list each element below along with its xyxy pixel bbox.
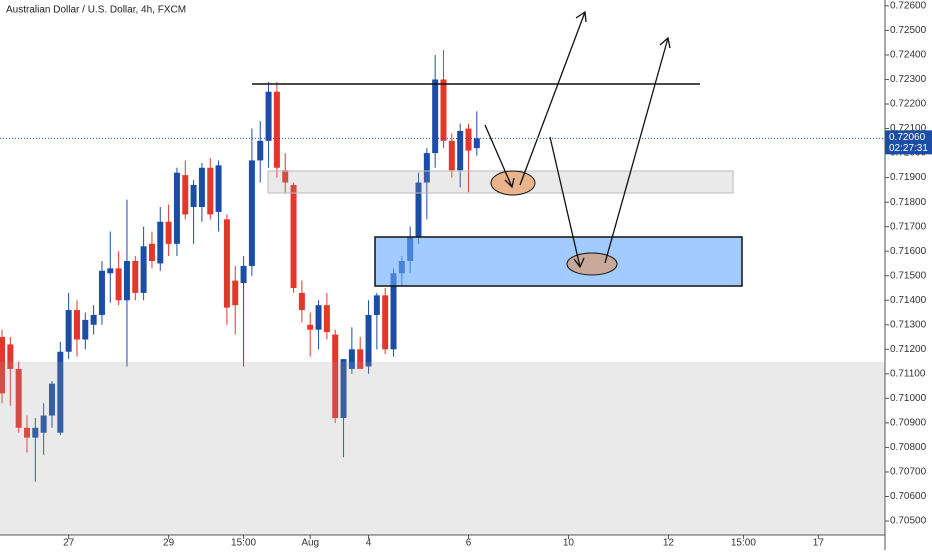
- candle-body: [157, 221, 164, 264]
- x-tick-label: 10: [563, 538, 575, 549]
- y-tick-label: 0.71600: [890, 246, 927, 257]
- candle-body: [248, 160, 255, 266]
- candle-body: [73, 310, 80, 340]
- candle-body: [357, 349, 364, 369]
- candle-body: [132, 260, 139, 293]
- candle-body: [107, 268, 114, 274]
- candle-body: [273, 91, 280, 168]
- candle-body: [98, 270, 105, 315]
- candle-body: [415, 182, 422, 237]
- candle-body: [148, 243, 155, 261]
- candle-body: [7, 344, 14, 369]
- target-ellipse: [566, 252, 618, 276]
- arrows: [484, 10, 671, 269]
- time-axis: [0, 535, 885, 550]
- y-tick-label: 0.72200: [890, 99, 927, 110]
- candle-body: [265, 91, 272, 141]
- demand-zone: [374, 236, 743, 287]
- y-tick-label: 0.72500: [890, 25, 927, 36]
- y-tick-label: 0.72600: [890, 1, 927, 12]
- candle-body: [123, 260, 130, 301]
- candle-body: [390, 273, 397, 350]
- candle-body: [232, 280, 239, 306]
- candle-body: [215, 165, 222, 212]
- candle-body: [323, 305, 330, 333]
- y-tick-label: 0.70800: [890, 442, 927, 453]
- y-tick-label: 0.71500: [890, 270, 927, 281]
- candle-body: [473, 138, 480, 149]
- candle-body: [182, 175, 189, 215]
- candle-body: [198, 167, 205, 208]
- candle-body: [340, 359, 347, 418]
- candle-body: [282, 170, 289, 183]
- candle-body: [90, 314, 97, 325]
- x-tick-label: 6: [466, 538, 472, 549]
- candle-body: [240, 265, 247, 284]
- y-tick-label: 0.71400: [890, 295, 927, 306]
- candle-body: [207, 167, 214, 215]
- y-tick-label: 0.72100: [890, 123, 927, 134]
- chart-title: Australian Dollar / U.S. Dollar, 4h, FXC…: [6, 5, 186, 16]
- y-tick-label: 0.70900: [890, 418, 927, 429]
- candle-body: [348, 349, 355, 369]
- candle-body: [365, 314, 372, 367]
- y-tick-label: 0.70600: [890, 491, 927, 502]
- candle-body: [382, 295, 389, 350]
- last-price-box: [885, 130, 932, 155]
- candle-body: [173, 172, 180, 244]
- candle-body: [190, 184, 197, 208]
- price-axis: [885, 0, 932, 550]
- y-tick-label: 0.71000: [890, 393, 927, 404]
- candle-body: [373, 295, 380, 315]
- last-price-label: 0.72060: [889, 132, 926, 143]
- candle-body: [82, 319, 89, 340]
- candle-body: [223, 219, 230, 308]
- y-tick-label: 0.71100: [890, 368, 926, 379]
- candle-body: [65, 310, 72, 352]
- candle-body: [57, 351, 64, 433]
- candle-body: [257, 140, 264, 161]
- x-tick-label: 15:00: [231, 538, 256, 549]
- y-tick-label: 0.70700: [890, 467, 927, 478]
- candle-body: [423, 153, 430, 183]
- candle-body: [165, 221, 172, 244]
- x-tick-label: 4: [366, 538, 372, 549]
- candle-body: [115, 268, 122, 301]
- y-tick-label: 0.72400: [890, 50, 927, 61]
- y-tick-label: 0.71300: [890, 319, 927, 330]
- y-tick-label: 0.71200: [890, 344, 927, 355]
- candle-body: [15, 368, 22, 428]
- x-tick-label: 27: [63, 538, 75, 549]
- x-tick-label: 29: [163, 538, 175, 549]
- support-zone: [0, 362, 885, 550]
- candle-body: [40, 415, 47, 433]
- y-tick-label: 0.71900: [890, 172, 927, 183]
- candle-body: [440, 79, 447, 141]
- candle-body: [315, 305, 322, 330]
- y-tick-label: 0.72300: [890, 74, 927, 85]
- candle-body: [332, 334, 339, 418]
- y-tick-label: 0.71700: [890, 221, 927, 232]
- x-tick-label: 15:00: [731, 538, 756, 549]
- candle-body: [432, 79, 439, 154]
- candle-body: [298, 292, 305, 311]
- countdown-label: 02:27:31: [889, 143, 928, 154]
- candle-body: [23, 427, 30, 438]
- candle-body: [32, 427, 39, 438]
- x-tick-label: 12: [663, 538, 675, 549]
- candle-body: [290, 184, 297, 288]
- x-tick-label: 17: [813, 538, 825, 549]
- y-tick-label: 0.70500: [890, 516, 927, 527]
- x-tick-label: Aug: [301, 538, 319, 549]
- candle-body: [0, 337, 5, 394]
- candle-body: [140, 246, 147, 293]
- y-tick-label: 0.71800: [890, 197, 927, 208]
- candle-body: [465, 128, 472, 151]
- candle-body: [448, 140, 455, 171]
- candle-body: [457, 130, 464, 171]
- candle-body: [48, 383, 55, 416]
- candle-body: [307, 324, 314, 330]
